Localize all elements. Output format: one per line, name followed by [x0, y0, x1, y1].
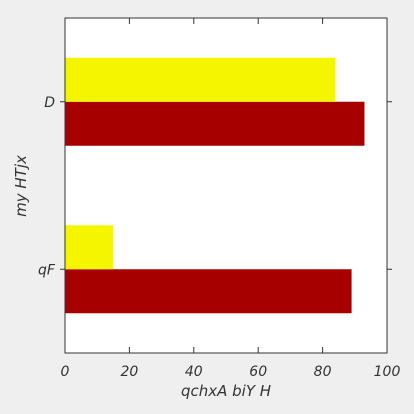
y-axis-label: my HTjx: [12, 155, 30, 217]
x-tick-label: 0: [61, 364, 70, 380]
y-tick-label: qF: [38, 262, 56, 278]
bar-D-series-2: [65, 57, 336, 102]
x-tick-label: 20: [120, 364, 138, 380]
bar-qF-series-1: [65, 269, 352, 314]
bar-D-series-1: [65, 101, 365, 146]
x-tick-label: 60: [249, 364, 267, 380]
bar-qF-series-2: [65, 225, 114, 270]
bars-group: [65, 57, 365, 314]
plot-frame: [64, 17, 388, 354]
x-tick-label: 40: [185, 364, 203, 380]
x-tick-label: 100: [374, 364, 401, 380]
y-tick-label: D: [44, 95, 55, 111]
x-axis-label: qchxA biY H: [181, 382, 271, 400]
x-tick-label: 80: [314, 364, 332, 380]
